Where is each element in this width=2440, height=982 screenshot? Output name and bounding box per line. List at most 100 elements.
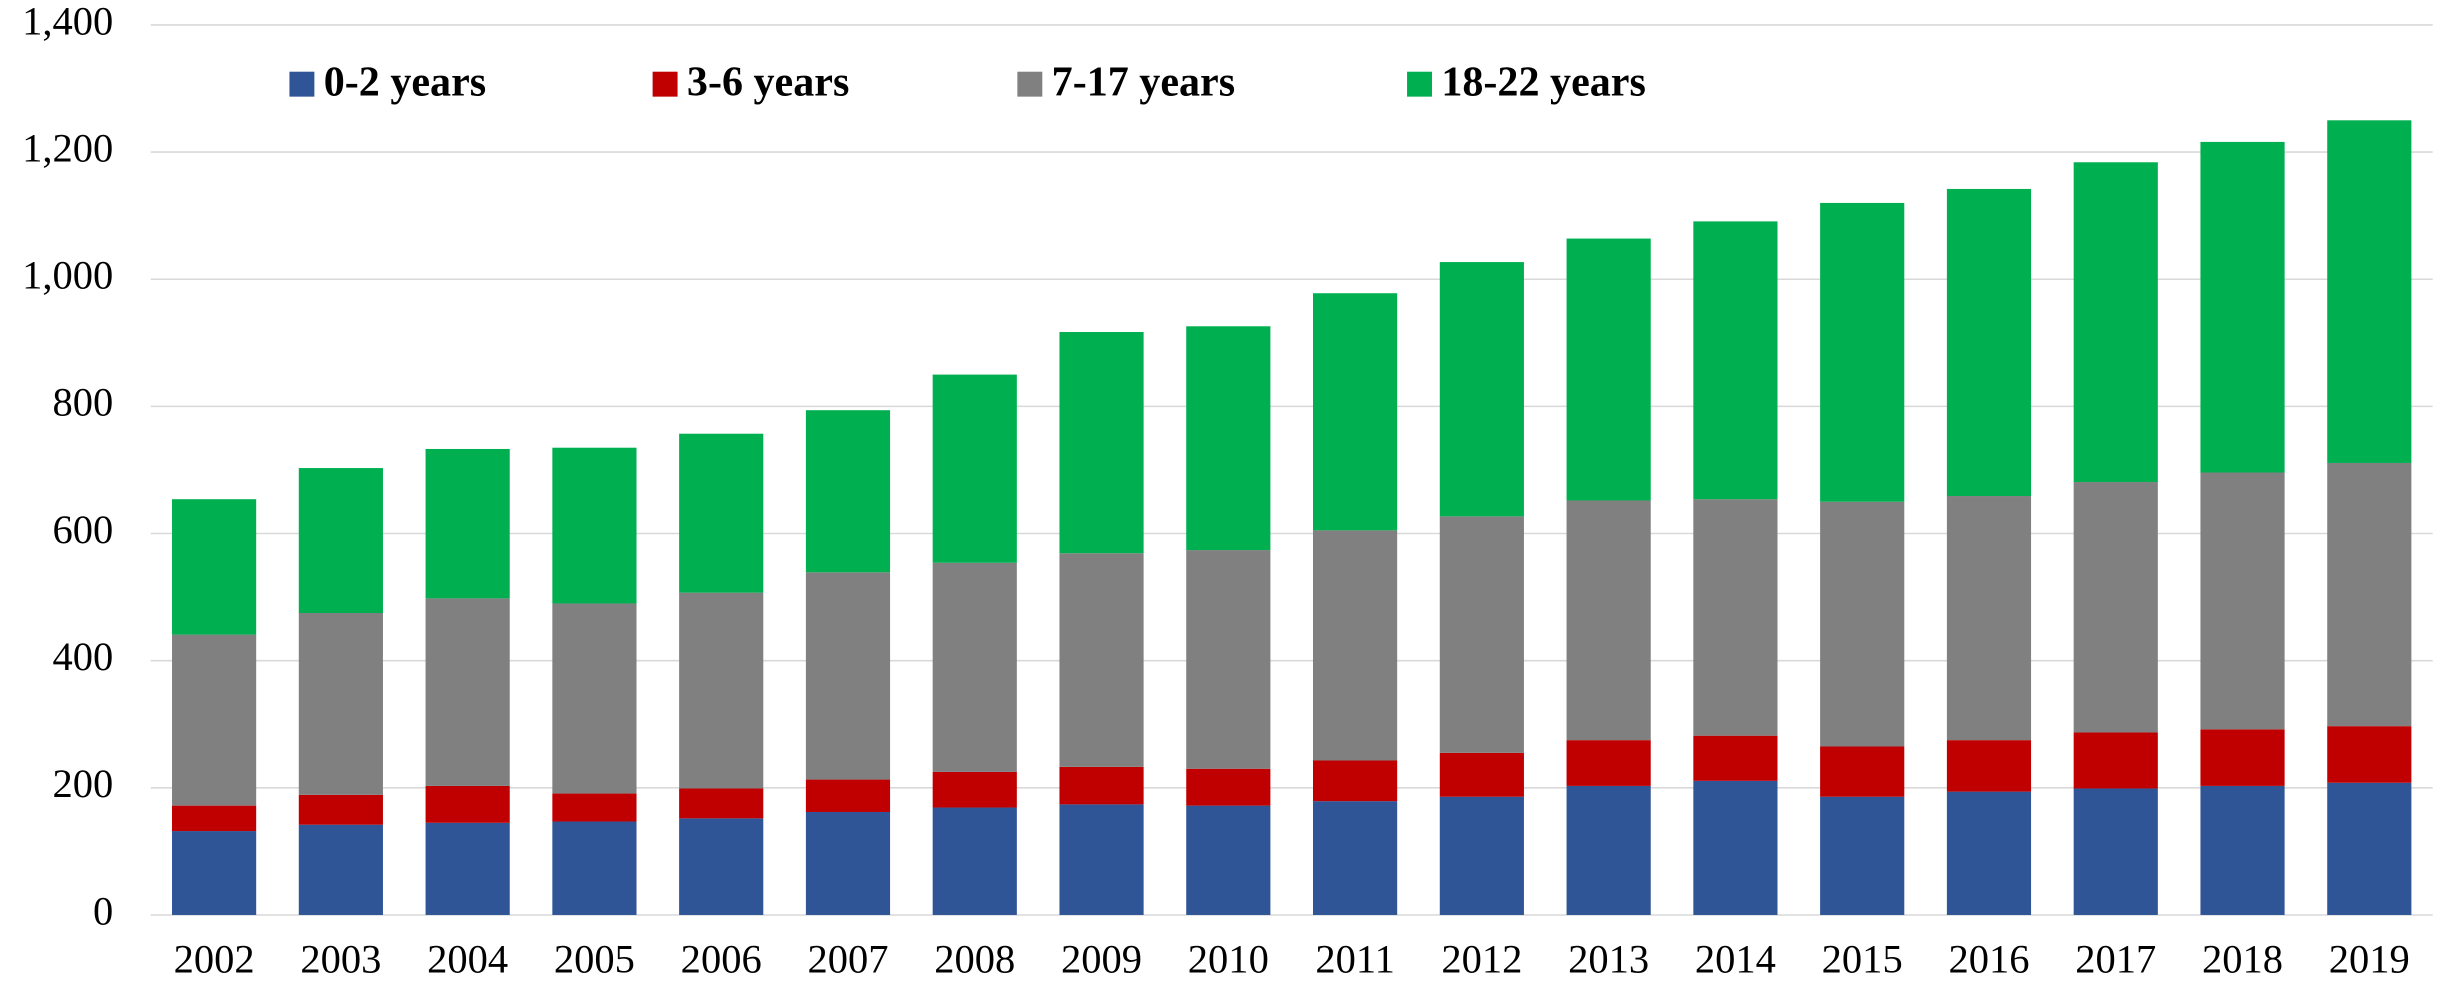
bar-segment	[425, 785, 510, 823]
y-tick-label: 1,200	[22, 125, 113, 170]
bar-segment	[1566, 740, 1651, 786]
bar-segment	[1946, 791, 2032, 915]
legend-marker	[1407, 71, 1432, 97]
bar-segment	[1946, 188, 2032, 497]
x-tick-label: 2016	[1948, 937, 2029, 982]
bar-segment	[1946, 496, 2032, 741]
bar-segment	[2073, 732, 2158, 789]
x-tick-label: 2009	[1061, 937, 1142, 982]
bar-segment	[552, 821, 637, 915]
bar-segment	[2073, 788, 2158, 915]
bar-segment	[1313, 760, 1398, 802]
bar-segment	[1693, 735, 1778, 781]
x-tick-label: 2017	[2075, 937, 2156, 982]
y-tick-label: 400	[53, 634, 114, 679]
y-tick-label: 800	[53, 380, 114, 425]
bar-segment	[298, 468, 383, 613]
bar-segment	[172, 805, 257, 832]
legend-marker	[652, 71, 678, 97]
bar-segment	[1313, 530, 1398, 761]
legend-marker	[289, 71, 315, 97]
bar-segment	[679, 592, 764, 789]
bar-segment	[2200, 472, 2285, 730]
bar-segment	[172, 831, 257, 915]
legend-text: 7-17 years	[1052, 59, 1235, 105]
bar-segment	[805, 811, 891, 915]
bar-segment	[2073, 162, 2158, 483]
x-tick-label: 2018	[2202, 937, 2283, 982]
bar-segment	[425, 822, 510, 915]
bar-segment	[1820, 746, 1905, 797]
x-tick-label: 2005	[554, 937, 635, 982]
x-tick-label: 2019	[2329, 937, 2410, 982]
bar-segment	[932, 771, 1017, 808]
bar-segment	[1693, 499, 1778, 736]
bar-segment	[1186, 805, 1271, 915]
bar-segment	[1820, 202, 1905, 502]
bar-segment	[1059, 804, 1144, 915]
bar-segment	[1693, 780, 1778, 915]
bar-segment	[298, 794, 383, 825]
bar-segment	[1439, 796, 1524, 915]
bar-segment	[298, 824, 383, 915]
bar-segment	[172, 499, 257, 635]
x-tick-label: 2008	[934, 937, 1015, 982]
bar-segment	[805, 410, 891, 573]
bar-segment	[1439, 752, 1524, 797]
x-tick-label: 2004	[427, 937, 508, 982]
bar-segment	[552, 603, 637, 794]
bar-segment	[2073, 482, 2158, 733]
bar-segment	[1313, 293, 1398, 531]
x-tick-label: 2013	[1568, 937, 1649, 982]
bar-segment	[805, 572, 891, 780]
bar-segment	[2200, 729, 2285, 786]
bar-segment	[298, 612, 383, 795]
bar-segment	[679, 788, 764, 819]
legend-text: 3-6 years	[687, 59, 849, 105]
y-tick-label: 1,000	[22, 253, 113, 298]
x-tick-label: 2006	[681, 937, 762, 982]
x-tick-label: 2015	[1822, 937, 1903, 982]
bar-segment	[1059, 553, 1144, 767]
bar-segment	[1946, 740, 2032, 792]
bar-segment	[425, 448, 510, 599]
legend-marker	[1017, 71, 1043, 97]
bar-segment	[1820, 501, 1905, 747]
x-tick-label: 2007	[807, 937, 888, 982]
y-tick-label: 200	[53, 761, 114, 806]
legend-text: 0-2 years	[324, 59, 486, 105]
bar-segment	[172, 634, 257, 806]
legend-text: 18-22 years	[1441, 59, 1646, 105]
bar-segment	[1439, 516, 1524, 753]
bar-segment	[2327, 726, 2412, 783]
bar-segment	[1186, 550, 1271, 769]
bar-segment	[2200, 141, 2285, 473]
bar-segment	[1059, 332, 1144, 554]
y-tick-label: 600	[53, 507, 114, 552]
y-tick-label: 1,400	[22, 0, 113, 43]
bar-segment	[932, 374, 1017, 563]
bar-segment	[2327, 782, 2412, 915]
bar-segment	[552, 447, 637, 604]
bar-segment	[1439, 262, 1524, 517]
bar-segment	[1693, 221, 1778, 500]
x-tick-label: 2014	[1695, 937, 1776, 982]
bar-segment	[805, 779, 891, 812]
x-tick-label: 2002	[174, 937, 255, 982]
x-tick-label: 2011	[1315, 937, 1395, 982]
bar-segment	[679, 818, 764, 915]
bar-segment	[1820, 796, 1905, 915]
bar-segment	[932, 562, 1017, 772]
bar-segment	[1566, 238, 1651, 501]
bar-segment	[2200, 785, 2285, 915]
bar-segment	[1186, 768, 1271, 806]
bar-segment	[1313, 801, 1398, 915]
bar-segment	[932, 807, 1017, 915]
x-tick-label: 2003	[300, 937, 381, 982]
y-tick-label: 0	[93, 888, 113, 933]
bar-segment	[2327, 462, 2412, 727]
bar-segment	[1566, 785, 1651, 915]
x-tick-label: 2010	[1188, 937, 1269, 982]
bar-segment	[1186, 326, 1271, 551]
